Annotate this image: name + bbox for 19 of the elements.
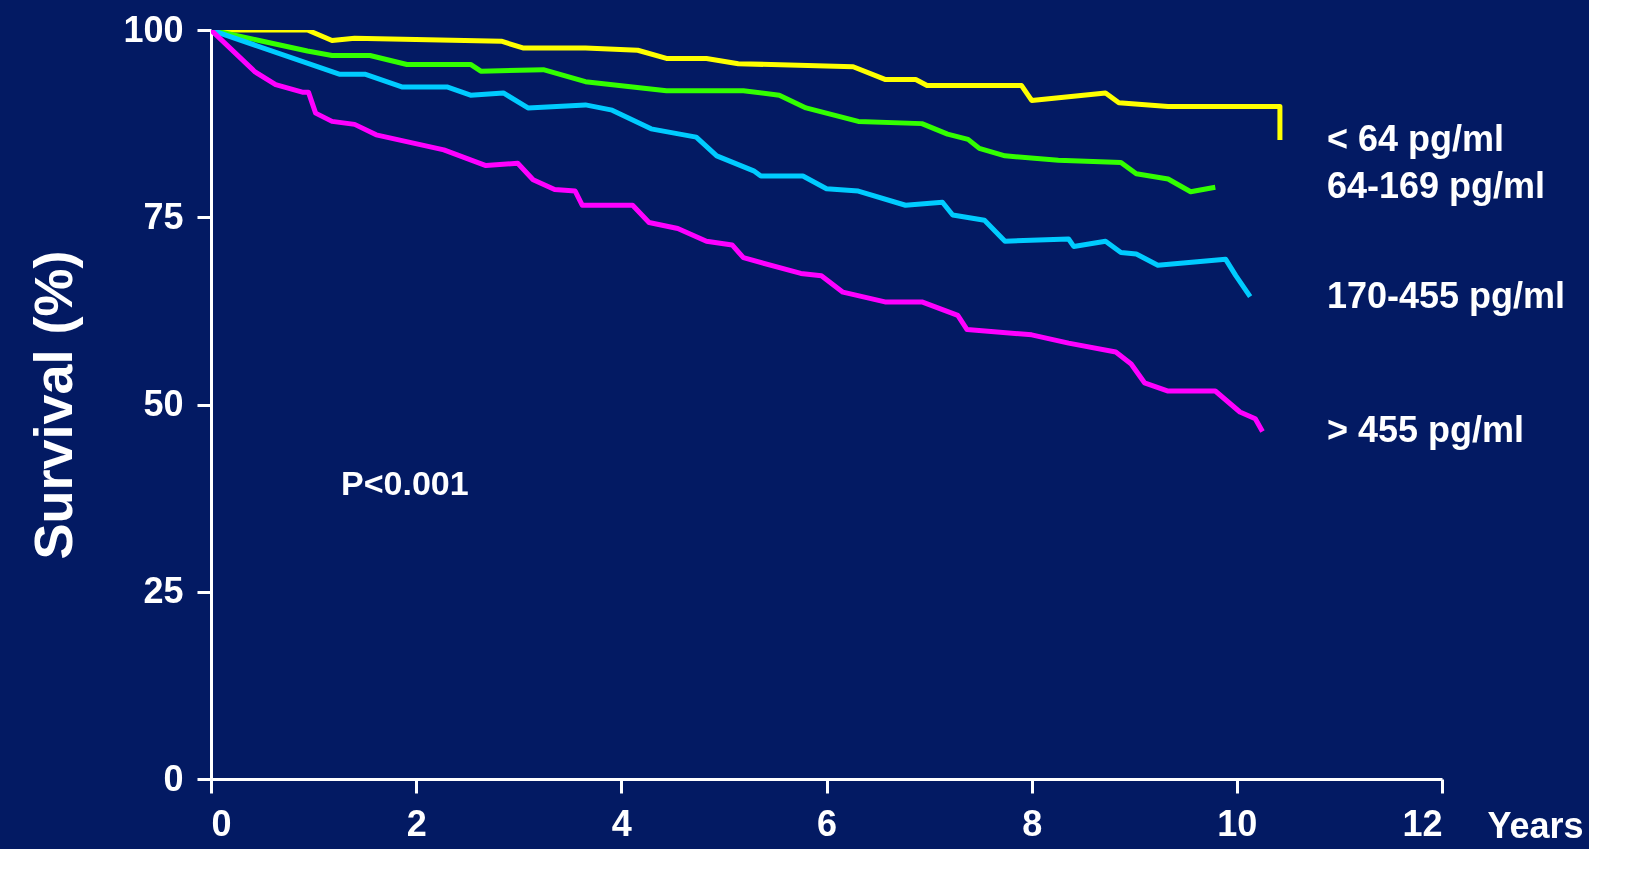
x-axis-title: Years xyxy=(1487,804,1584,846)
y-tick-label: 25 xyxy=(143,570,184,612)
x-tick-label: 12 xyxy=(1402,802,1443,844)
y-axis-title: Survival (%) xyxy=(23,250,84,560)
text: 170-455 pg/ml xyxy=(1327,274,1566,316)
annotation: P<0.001 xyxy=(341,464,469,502)
y-tick-label: 50 xyxy=(143,383,184,424)
text: 64-169 pg/ml xyxy=(1327,165,1546,207)
x-tick-label: 2 xyxy=(406,802,427,844)
y-tick-label: 0 xyxy=(163,757,184,799)
x-tick-label: 10 xyxy=(1217,802,1258,844)
x-tick-label: 0 xyxy=(211,802,232,844)
series-label: > 455 pg/ml xyxy=(1327,409,1525,451)
x-tick-label: 4 xyxy=(611,802,632,844)
x-tick-label: 6 xyxy=(816,802,838,844)
series-label: < 64 pg/ml xyxy=(1327,118,1505,160)
y-tick-label: 75 xyxy=(143,195,184,237)
y-tick-label: 100 xyxy=(123,8,184,50)
x-tick-label: 8 xyxy=(1022,802,1043,844)
